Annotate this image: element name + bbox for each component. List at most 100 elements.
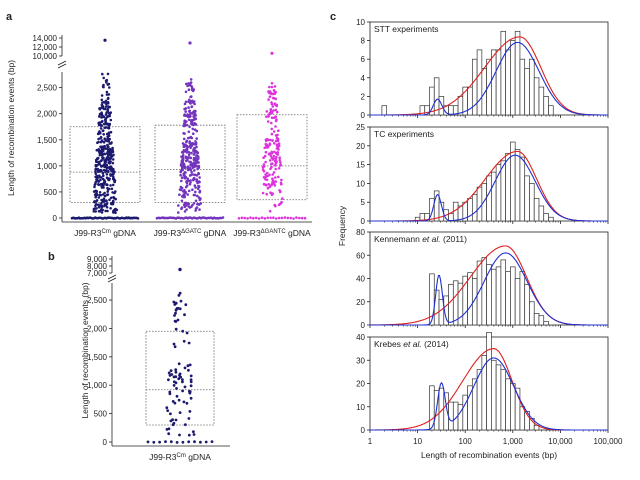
data-point (97, 140, 100, 144)
histogram-bar (448, 213, 454, 222)
histogram-bar (486, 332, 492, 431)
data-point (181, 389, 185, 393)
data-point (194, 109, 197, 113)
histogram-bar (510, 266, 516, 326)
data-point (167, 378, 170, 382)
data-point (178, 433, 181, 437)
histogram-bar (505, 49, 511, 116)
y-tick-label: 1,000 (37, 162, 58, 171)
data-point (266, 186, 270, 190)
data-point (183, 119, 186, 123)
histogram-bar (481, 68, 487, 116)
data-point (188, 125, 191, 129)
histogram-bar (543, 213, 549, 222)
data-point (254, 216, 258, 220)
data-point (193, 112, 197, 115)
data-point (183, 124, 186, 128)
data-point (105, 176, 109, 179)
histogram-bar (467, 385, 473, 431)
data-point (249, 216, 252, 219)
outlier-point (103, 38, 107, 42)
data-point (280, 178, 283, 182)
data-point (189, 396, 193, 400)
data-point (172, 384, 176, 387)
histogram-bar (495, 164, 502, 222)
data-point (105, 206, 109, 209)
title-main: Krebes (374, 339, 403, 349)
data-point (181, 380, 184, 384)
data-point (105, 93, 109, 96)
data-point (196, 187, 200, 190)
histogram-bar (491, 49, 497, 116)
data-point (98, 191, 102, 194)
x-tick-label: 10 (413, 437, 422, 446)
data-point (109, 207, 112, 210)
data-point (106, 209, 109, 213)
outlier-point (188, 41, 192, 45)
data-point (196, 181, 199, 185)
histogram-bar (495, 266, 502, 326)
histogram-bar (500, 369, 507, 431)
data-point (274, 139, 278, 143)
data-point (169, 412, 172, 416)
data-point (276, 145, 280, 148)
data-point (189, 136, 192, 139)
data-point (107, 93, 111, 96)
axis-break-mark (107, 277, 117, 283)
data-point (101, 85, 105, 88)
data-point (185, 140, 188, 144)
data-point (107, 134, 111, 137)
data-point (183, 145, 186, 148)
data-point (183, 313, 186, 317)
data-point (268, 95, 272, 98)
y-tick-label: 10 (356, 179, 365, 188)
title-main: STT experiments (374, 24, 439, 34)
data-point (175, 441, 179, 444)
data-point (180, 186, 184, 190)
data-point (197, 165, 200, 168)
data-point (189, 115, 192, 118)
data-point (270, 116, 274, 120)
y-tick-label: 20 (356, 142, 365, 151)
data-point (237, 217, 241, 220)
y-tick-label: 2,500 (37, 84, 58, 93)
y-tick-label: 20 (356, 380, 365, 389)
y-axis-label: Frequency (337, 205, 347, 246)
data-point (178, 188, 182, 191)
label-superscript: Cm (177, 453, 186, 459)
data-point (186, 115, 190, 118)
data-point (102, 141, 106, 144)
data-point (189, 142, 192, 145)
data-point (273, 203, 277, 207)
data-point (109, 184, 112, 187)
data-point (102, 100, 106, 104)
data-point (109, 173, 112, 176)
quartile-box (145, 330, 215, 426)
histogram-bar (519, 271, 526, 326)
data-point (279, 161, 282, 164)
data-point (191, 127, 195, 131)
data-point (278, 158, 282, 162)
histogram-bar (514, 149, 521, 222)
data-point (298, 216, 301, 220)
histogram-bar (538, 315, 545, 326)
data-point (240, 216, 244, 220)
data-point (164, 440, 167, 443)
data-point (204, 440, 208, 444)
data-point (174, 381, 178, 385)
data-point (104, 139, 107, 142)
data-point (192, 178, 195, 182)
data-point (107, 105, 110, 108)
data-point (95, 192, 98, 196)
data-point (97, 160, 100, 164)
data-point (95, 174, 99, 178)
data-point (97, 196, 101, 199)
data-point (193, 440, 196, 444)
data-point (181, 378, 184, 381)
data-point (94, 195, 97, 199)
data-point (173, 401, 177, 405)
panel-label-a: a (6, 11, 13, 23)
data-point (99, 124, 103, 127)
data-point (185, 82, 188, 86)
